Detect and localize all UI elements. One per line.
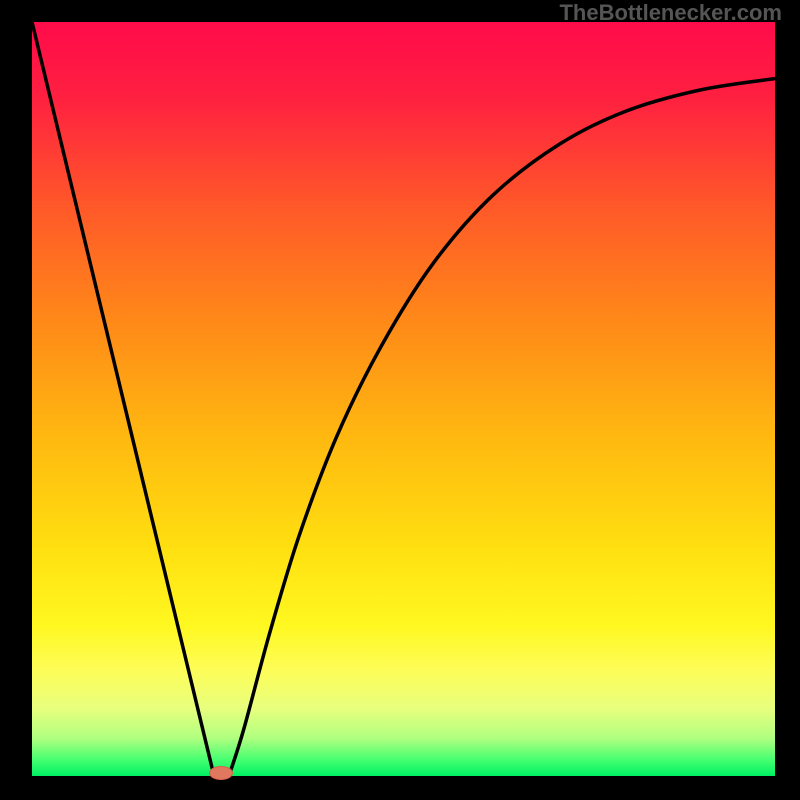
- curve-layer: [32, 22, 775, 776]
- watermark-text: TheBottlenecker.com: [559, 0, 782, 26]
- optimal-point-marker: [209, 766, 233, 780]
- plot-area: [32, 22, 775, 776]
- bottleneck-curve-right: [229, 79, 775, 776]
- bottleneck-curve-left: [32, 22, 214, 776]
- chart-container: TheBottlenecker.com: [0, 0, 800, 800]
